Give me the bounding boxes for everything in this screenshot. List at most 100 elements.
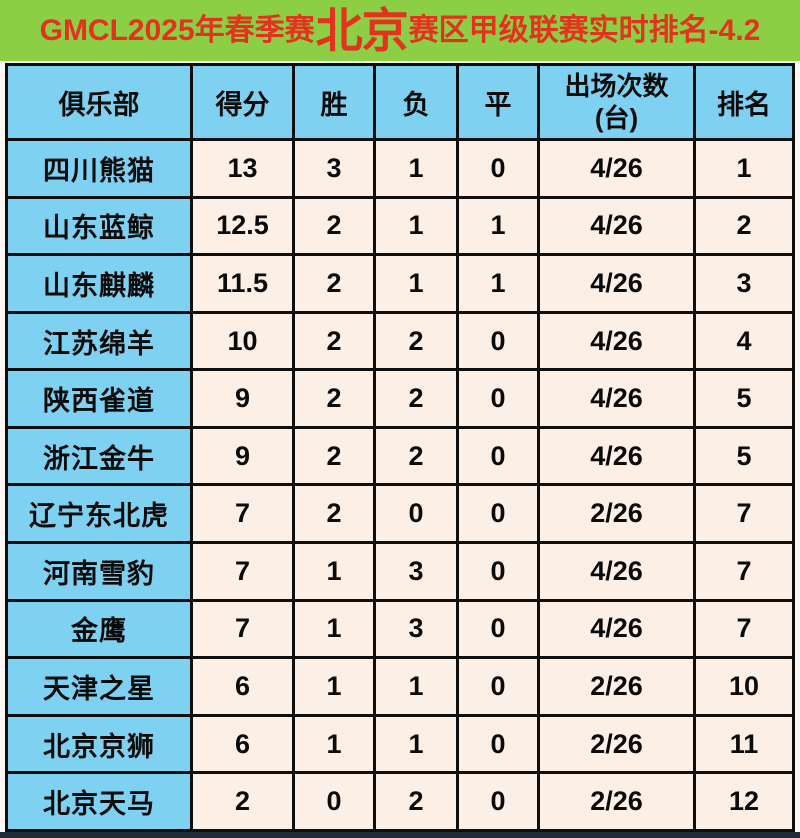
appearances-cell: 4/26 [540,141,693,196]
win-cell: 2 [295,256,373,311]
score-cell: 2 [193,774,292,829]
loss-cell: 1 [376,716,456,772]
rank-cell: 11 [696,716,792,772]
header-club: 俱乐部 [8,66,190,138]
title-prefix: GMCL2025年春季赛 [39,13,315,47]
rank-cell: 12 [696,774,792,829]
club-name-cell: 浙江金牛 [8,428,190,484]
win-cell: 3 [295,141,373,196]
appearances-cell: 4/26 [540,544,693,599]
appearances-cell: 4/26 [540,313,693,369]
appearances-cell: 2/26 [540,774,693,829]
club-name-cell: 金鹰 [8,601,190,657]
header-appearances: 出场次数 (台) [540,66,693,138]
draw-cell: 1 [459,256,537,311]
club-name-cell: 北京天马 [8,774,190,829]
club-name-cell: 山东蓝鲸 [8,198,190,254]
header-loss: 负 [376,66,456,138]
score-cell: 6 [193,716,292,772]
loss-cell: 2 [376,371,456,426]
draw-cell: 0 [459,313,537,369]
header-rank: 排名 [696,66,792,138]
appearances-cell: 4/26 [540,198,693,254]
rank-cell: 3 [696,256,792,311]
loss-cell: 0 [376,486,456,542]
rank-cell: 2 [696,198,792,254]
loss-cell: 2 [376,774,456,829]
title-banner: GMCL2025年春季赛 北京 赛区甲级联赛实时排名-4.2 [0,0,800,63]
club-name-cell: 北京京狮 [8,716,190,772]
loss-cell: 3 [376,544,456,599]
score-cell: 9 [193,371,292,426]
rank-cell: 7 [696,601,792,657]
loss-cell: 2 [376,428,456,484]
title-region-highlight: 北京 [315,4,409,57]
header-appearances-line1: 出场次数 [564,70,669,101]
club-name-cell: 陕西雀道 [8,371,190,426]
appearances-cell: 2/26 [540,659,693,714]
win-cell: 1 [295,601,373,657]
standings-table: 俱乐部 得分 胜 负 平 出场次数 (台) 排名 四川熊猫 13 3 1 0 4… [5,63,795,832]
win-cell: 2 [295,198,373,254]
rank-cell: 7 [696,544,792,599]
appearances-cell: 4/26 [540,601,693,657]
draw-cell: 0 [459,486,537,542]
appearances-cell: 4/26 [540,371,693,426]
rank-cell: 4 [696,313,792,369]
draw-cell: 0 [459,544,537,599]
win-cell: 1 [295,659,373,714]
rank-cell: 5 [696,428,792,484]
title-suffix: 赛区甲级联赛实时排名-4.2 [408,13,761,47]
draw-cell: 0 [459,141,537,196]
header-win: 胜 [295,66,373,138]
club-name-cell: 辽宁东北虎 [8,486,190,542]
loss-cell: 1 [376,198,456,254]
score-cell: 10 [193,313,292,369]
appearances-cell: 4/26 [540,256,693,311]
win-cell: 2 [295,486,373,542]
draw-cell: 1 [459,198,537,254]
rank-cell: 10 [696,659,792,714]
club-name-cell: 天津之星 [8,659,190,714]
header-draw: 平 [459,66,537,138]
loss-cell: 2 [376,313,456,369]
header-score: 得分 [193,66,292,138]
win-cell: 2 [295,428,373,484]
cropped-bottom-border [0,832,800,838]
score-cell: 12.5 [193,198,292,254]
loss-cell: 3 [376,601,456,657]
draw-cell: 0 [459,371,537,426]
score-cell: 7 [193,544,292,599]
win-cell: 1 [295,716,373,772]
club-name-cell: 江苏绵羊 [8,313,190,369]
header-appearances-line2: (台) [594,103,639,133]
rank-cell: 5 [696,371,792,426]
club-name-cell: 四川熊猫 [8,141,190,196]
draw-cell: 0 [459,659,537,714]
score-cell: 6 [193,659,292,714]
draw-cell: 0 [459,428,537,484]
draw-cell: 0 [459,601,537,657]
win-cell: 2 [295,313,373,369]
draw-cell: 0 [459,774,537,829]
loss-cell: 1 [376,659,456,714]
loss-cell: 1 [376,141,456,196]
score-cell: 9 [193,428,292,484]
score-cell: 13 [193,141,292,196]
club-name-cell: 山东麒麟 [8,256,190,311]
appearances-cell: 2/26 [540,716,693,772]
draw-cell: 0 [459,716,537,772]
rank-cell: 7 [696,486,792,542]
club-name-cell: 河南雪豹 [8,544,190,599]
rank-cell: 1 [696,141,792,196]
score-cell: 7 [193,601,292,657]
loss-cell: 1 [376,256,456,311]
appearances-cell: 2/26 [540,486,693,542]
win-cell: 2 [295,371,373,426]
win-cell: 1 [295,544,373,599]
score-cell: 7 [193,486,292,542]
win-cell: 0 [295,774,373,829]
score-cell: 11.5 [193,256,292,311]
appearances-cell: 4/26 [540,428,693,484]
